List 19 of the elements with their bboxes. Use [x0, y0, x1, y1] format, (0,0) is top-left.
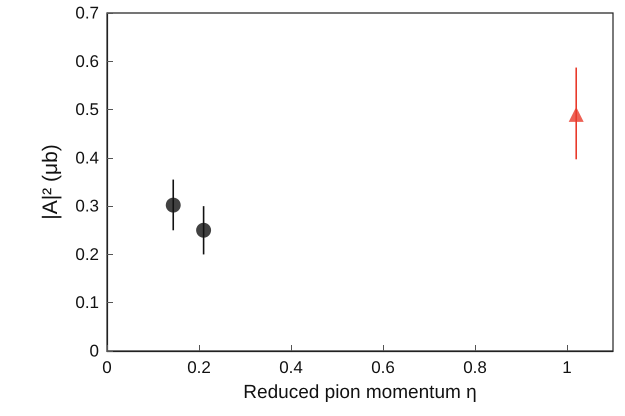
y-tick-label: 0.7: [75, 4, 99, 22]
y-tick-label: 0: [90, 342, 99, 360]
y-tick-label: 0.4: [75, 148, 99, 168]
y-tick-label: 0.2: [75, 244, 99, 264]
y-tick-label: 0.3: [75, 196, 99, 216]
x-tick-label: 0.6: [371, 358, 395, 377]
y-axis-title: |A|² (μb): [39, 144, 62, 220]
x-tick-label: 0.4: [279, 358, 303, 377]
x-tick-label: 0: [102, 358, 112, 377]
y-tick-label: 0.5: [75, 100, 99, 120]
point: [166, 198, 181, 213]
point: [196, 222, 212, 238]
x-tick-label: 1: [562, 358, 572, 377]
x-axis-title: Reduced pion momentum η: [243, 382, 477, 403]
y-tick-label: 0.6: [75, 52, 99, 71]
x-tick-label: 0.2: [187, 358, 211, 377]
point: [568, 106, 584, 122]
y-tick-label: 0.1: [75, 293, 99, 312]
x-tick-label: 0.8: [463, 358, 487, 377]
